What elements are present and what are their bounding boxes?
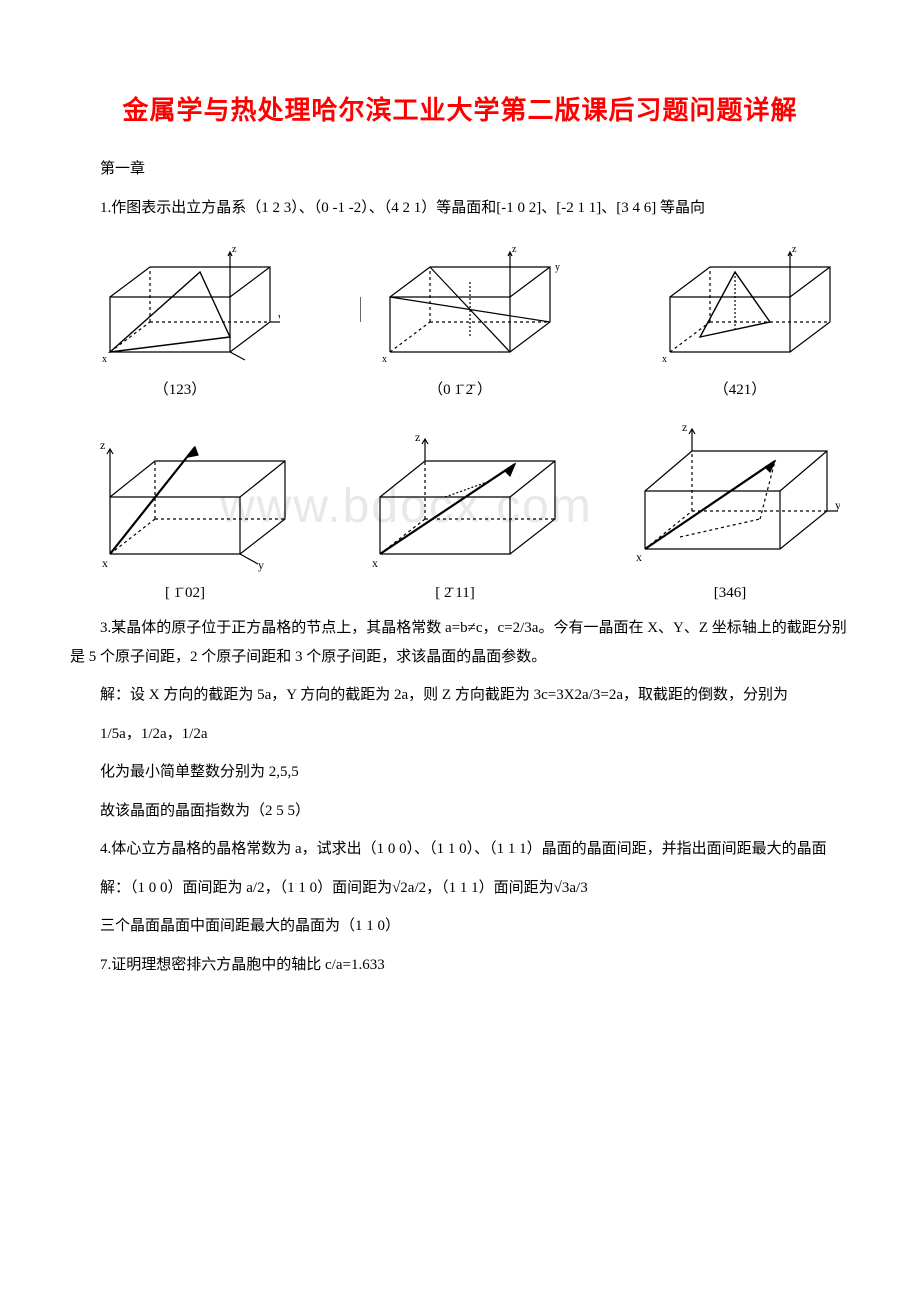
svg-text:z: z [792,244,797,255]
question-3-text: 3.某晶体的原子位于正方晶格的节点上，其晶格常数 a=b≠c，c=2/3a。今有… [70,614,850,671]
diagram-123: z y x （123） [80,242,280,399]
label-211: [ 2̄ 11] [435,585,474,602]
svg-text:y: y [835,498,840,512]
svg-text:x: x [372,556,378,570]
diagram-421: z x （421） [640,242,840,399]
diagram-row-2: z y x [ 1̄ 02] [70,419,850,602]
cube-102: z y x [80,429,290,579]
cube-211: z x [350,429,560,579]
svg-text:y: y [278,312,280,323]
label-102: [ 1̄ 02] [165,585,205,602]
q4-solution-2: 三个晶面晶面中面间距最大的晶面为（1 1 0） [70,912,850,941]
cube-012: z y x [360,242,560,372]
label-421: （421） [714,378,767,399]
q3-solution-2: 1/5a，1/2a，1/2a [70,720,850,749]
svg-text:x: x [102,354,107,365]
label-012: （0 1̄ 2̄ ） [428,378,492,399]
q3-solution-4: 故该晶面的晶面指数为（2 5 5） [70,797,850,826]
q3-solution-3: 化为最小简单整数分别为 2,5,5 [70,758,850,787]
svg-text:z: z [232,244,237,255]
question-4-text: 4.体心立方晶格的晶格常数为 a，试求出（1 0 0）、（1 1 0）、（1 1… [70,835,850,864]
svg-text:y: y [555,262,560,273]
svg-text:y: y [258,558,264,572]
svg-text:x: x [382,354,387,365]
svg-text:z: z [682,420,687,434]
q4-solution-1: 解：（1 0 0）面间距为 a/2，（1 1 0）面间距为√2a/2，（1 1 … [70,874,850,903]
svg-text:x: x [662,354,667,365]
cube-421: z x [640,242,840,372]
svg-text:z: z [415,430,420,444]
cube-346: z y x [620,419,840,579]
label-346: [346] [714,585,747,602]
question-1: 1.作图表示出立方晶系（1 2 3）、（0 -1 -2）、（4 2 1）等晶面和… [70,194,850,223]
diagram-102: z y x [ 1̄ 02] [80,429,290,602]
diagram-012: z y x （0 1̄ 2̄ ） [360,242,560,399]
svg-text:x: x [102,556,108,570]
svg-text:z: z [512,244,517,255]
q3-solution-1: 解：设 X 方向的截距为 5a，Y 方向的截距为 2a，则 Z 方向截距为 3c… [70,681,850,710]
svg-text:x: x [636,550,642,564]
svg-text:z: z [100,438,105,452]
label-123: （123） [154,378,207,399]
diagram-row-1: z y x （123） [70,242,850,399]
question-7-text: 7.证明理想密排六方晶胞中的轴比 c/a=1.633 [70,951,850,980]
page-title: 金属学与热处理哈尔滨工业大学第二版课后习题问题详解 [70,90,850,127]
chapter-heading: 第一章 [70,155,850,184]
diagram-346: z y x [346] [620,419,840,602]
cube-123: z y x [80,242,280,372]
diagram-211: z x [ 2̄ 11] [350,429,560,602]
